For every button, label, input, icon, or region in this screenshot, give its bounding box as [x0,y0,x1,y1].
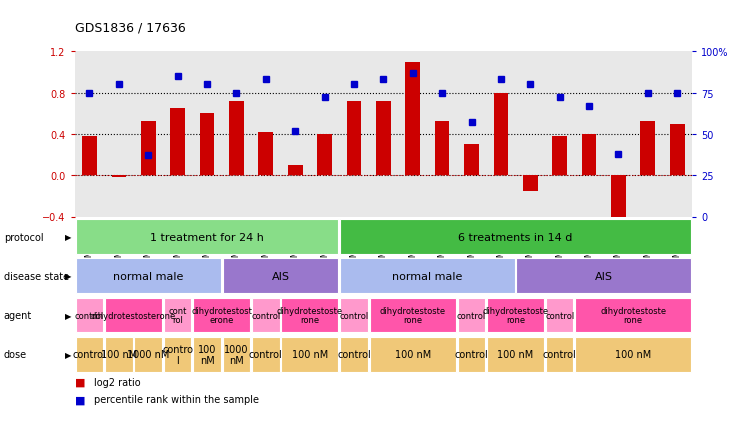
Text: 100
nM: 100 nM [198,344,216,365]
Bar [252,298,280,333]
Text: dihydrotestoste
rone: dihydrotestoste rone [380,306,446,325]
Text: ▶: ▶ [64,272,71,281]
Text: control: control [543,349,577,359]
Bar [546,337,574,372]
Bar [76,337,103,372]
Bar [281,298,338,333]
Text: control: control [73,349,106,359]
Text: dose: dose [4,349,27,359]
Text: normal male: normal male [113,271,183,281]
Bar [458,298,485,333]
Bar [552,137,567,176]
Bar [575,298,691,333]
Text: dihydrotestoste
rone: dihydrotestoste rone [482,306,548,325]
Bar [76,298,103,333]
Bar [487,337,544,372]
Text: dihydrotestoste
rone: dihydrotestoste rone [277,306,343,325]
Text: 100 nM: 100 nM [615,349,652,359]
Text: disease state: disease state [4,271,69,281]
Bar [370,298,456,333]
Text: 1000 nM: 1000 nM [127,349,170,359]
Bar [135,337,162,372]
Bar [458,337,485,372]
Bar [105,337,132,372]
Bar [200,114,215,176]
Bar [340,220,691,255]
Bar [523,176,538,191]
Bar [252,337,280,372]
Text: 1000
nM: 1000 nM [224,344,248,365]
Bar [193,298,251,333]
Text: 100 nM: 100 nM [395,349,431,359]
Bar [405,62,420,176]
Text: ▶: ▶ [64,350,71,359]
Text: 100 nM: 100 nM [101,349,137,359]
Text: 6 treatments in 14 d: 6 treatments in 14 d [459,232,573,242]
Bar [288,165,302,176]
Text: control: control [455,349,488,359]
Text: AIS: AIS [272,271,289,281]
Bar [340,298,368,333]
Text: control: control [249,349,283,359]
Text: contro
l: contro l [162,344,193,365]
Bar [575,337,691,372]
Bar [317,135,332,176]
Bar [76,259,221,294]
Text: ▶: ▶ [64,233,71,242]
Text: dihydrotestoste
rone: dihydrotestoste rone [600,306,666,325]
Text: control: control [75,311,104,320]
Text: protocol: protocol [4,232,43,242]
Text: ▶: ▶ [64,311,71,320]
Text: agent: agent [4,310,32,320]
Text: log2 ratio: log2 ratio [94,377,140,387]
Bar [164,337,191,372]
Bar [640,122,655,176]
Bar [487,298,544,333]
Text: cont
rol: cont rol [168,306,187,325]
Bar [223,259,338,294]
Bar [76,220,338,255]
Bar [465,145,479,176]
Bar [670,124,684,176]
Text: GDS1836 / 17636: GDS1836 / 17636 [75,22,186,35]
Text: normal male: normal male [392,271,462,281]
Bar [223,337,251,372]
Bar [376,102,390,176]
Bar [229,102,244,176]
Bar [494,93,508,176]
Bar [171,109,185,176]
Text: control: control [340,311,369,320]
Bar [346,102,361,176]
Bar [340,259,515,294]
Text: control: control [457,311,486,320]
Text: ■: ■ [75,395,85,404]
Text: 1 treatment for 24 h: 1 treatment for 24 h [150,232,264,242]
Text: ■: ■ [75,377,85,387]
Bar [611,176,626,222]
Bar [105,298,162,333]
Bar [546,298,574,333]
Text: control: control [251,311,280,320]
Bar [516,259,691,294]
Bar [281,337,338,372]
Text: 100 nM: 100 nM [292,349,328,359]
Bar [370,337,456,372]
Bar [111,176,126,178]
Bar [582,135,596,176]
Text: dihydrotestosterone: dihydrotestosterone [91,311,177,320]
Bar [164,298,191,333]
Text: control: control [545,311,574,320]
Text: dihydrotestost
erone: dihydrotestost erone [191,306,252,325]
Text: AIS: AIS [595,271,613,281]
Bar [259,132,273,176]
Bar [340,337,368,372]
Bar [82,137,96,176]
Bar [435,122,450,176]
Bar [141,122,156,176]
Text: percentile rank within the sample: percentile rank within the sample [94,395,259,404]
Text: control: control [337,349,371,359]
Text: 100 nM: 100 nM [497,349,534,359]
Bar [193,337,221,372]
